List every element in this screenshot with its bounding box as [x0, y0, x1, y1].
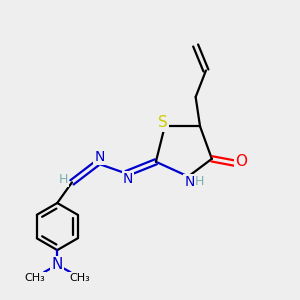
Text: N: N	[184, 175, 195, 189]
Text: N: N	[52, 257, 63, 272]
Text: CH₃: CH₃	[25, 273, 46, 283]
Text: H: H	[58, 173, 68, 186]
Text: N: N	[94, 150, 104, 164]
Text: S: S	[158, 116, 168, 130]
Text: N: N	[123, 172, 133, 186]
Text: H: H	[195, 175, 204, 188]
Text: O: O	[235, 154, 247, 169]
Text: CH₃: CH₃	[69, 273, 90, 283]
